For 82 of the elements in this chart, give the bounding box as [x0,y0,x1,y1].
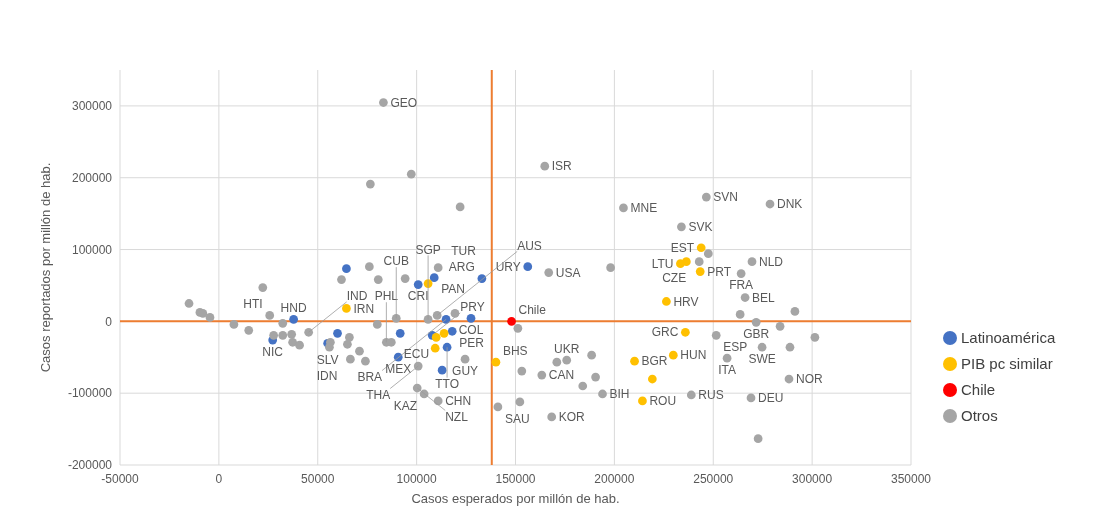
data-label: NZL [445,409,469,424]
y-axis-title: Casos reportados por millón de hab. [38,162,53,373]
data-label: PRY [460,300,485,315]
data-label: ISR [551,159,573,174]
x-axis-title: Casos esperados por millón de hab. [411,491,620,506]
data-label: RUS [698,388,724,403]
legend-label: Chile [961,381,996,399]
data-label: Chile [518,302,547,317]
y-tick-label: 0 [105,314,113,329]
x-tick-label: 200000 [594,472,635,486]
y-tick-label: 300000 [71,99,113,114]
data-label: LTU [651,256,674,271]
data-label: SVN [713,190,739,205]
data-label: HTI [243,297,263,311]
y-tick-label: -200000 [67,458,113,473]
data-label: URY [495,259,521,274]
data-label: CAN [548,368,575,383]
data-label: DEU [758,391,784,406]
data-label: IRN [353,301,375,316]
data-label: PRT [707,264,732,279]
data-label: CHN [445,394,472,409]
data-label: UKR [554,341,580,356]
data-label: PHL [374,289,399,304]
x-tick-label: 100000 [396,472,437,486]
data-label: KAZ [393,398,418,413]
data-label: COL [458,323,484,338]
x-tick-label: 50000 [301,472,335,486]
data-label: EST [670,240,695,255]
data-label: PER [459,336,485,351]
data-label: CUB [383,254,409,269]
legend-label: PIB pc similar [961,355,1053,373]
data-label: PAN [441,282,466,297]
data-label: SVK [688,220,713,235]
data-label: DNK [777,197,803,212]
x-tick-label: 300000 [792,472,833,486]
data-label: BEL [752,290,776,305]
data-label: CRI [407,289,429,304]
data-label: ITA [718,362,736,377]
x-tick-label: 150000 [495,472,536,486]
data-label: HND [280,300,307,315]
data-label: BGR [641,354,668,369]
data-label: TUR [451,244,477,259]
data-label: IDN [316,368,338,383]
data-label: SLV [316,352,339,367]
data-label: ROU [649,394,677,409]
data-label: ESP [723,340,748,355]
data-label: CZE [662,271,687,286]
data-label: TTO [435,376,459,391]
data-label: GUY [452,363,479,378]
data-label: HUN [680,348,707,363]
data-label: SWE [748,352,776,367]
data-label: BRA [357,369,383,384]
data-label: THA [366,387,391,402]
y-tick-label: -100000 [67,386,113,401]
data-label: USA [555,265,581,280]
data-label: NLD [759,254,784,269]
legend-label: Otros [961,407,998,425]
data-label: SGP [415,242,441,257]
data-label: GRC [651,325,679,340]
data-label: AUS [517,238,542,253]
data-label: HRV [673,294,699,309]
data-label: IND [346,289,368,304]
y-tick-label: 200000 [71,170,113,185]
data-label: GEO [390,95,418,110]
y-tick-label: 100000 [71,242,113,257]
data-label: NIC [262,344,284,359]
data-label: ARG [448,260,475,275]
x-tick-label: 350000 [890,472,932,486]
data-label: FRA [729,278,754,293]
data-label: NOR [795,372,823,387]
data-label: MNE [630,201,658,216]
data-label: MEX [385,362,412,376]
x-tick-label: 0 [215,472,223,486]
data-label: ECU [403,346,430,361]
x-tick-label: -50000 [101,472,139,486]
data-label: SAU [504,411,530,426]
x-tick-label: 250000 [693,472,734,486]
data-label: BIH [609,387,630,402]
data-label: BHS [502,343,528,358]
data-label: KOR [558,410,586,425]
data-label: GBR [743,327,770,342]
legend-label: Latinoamérica [961,329,1056,347]
